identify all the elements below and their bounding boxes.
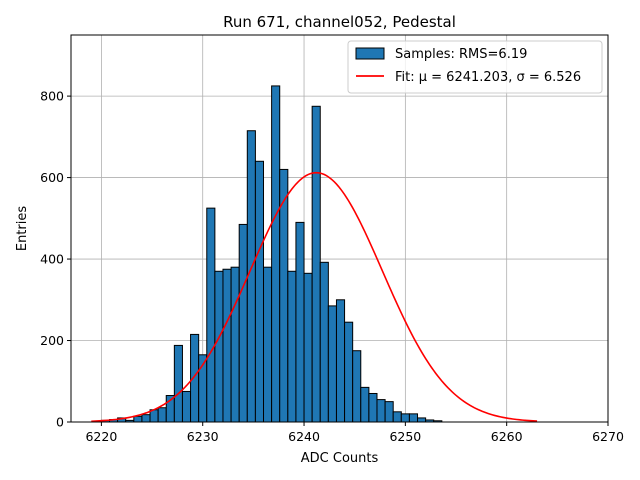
histogram-bar <box>133 415 143 423</box>
histogram-bar <box>181 390 192 423</box>
legend-box <box>347 40 603 94</box>
histogram-bar <box>368 392 378 423</box>
histogram-bar <box>376 399 386 423</box>
histogram-bar <box>230 266 240 423</box>
histogram-bar <box>222 268 232 423</box>
legend-swatch-histogram <box>355 47 385 60</box>
histogram-bar <box>319 261 329 423</box>
histogram-bar <box>157 407 167 423</box>
histogram-bar <box>238 223 248 423</box>
histogram-bar <box>360 386 370 423</box>
fit-curve-group <box>91 171 538 423</box>
histogram-bar <box>254 160 265 423</box>
chart-title: Run 671, channel052, Pedestal <box>223 13 456 31</box>
legend-entry-histogram: Samples: RMS=6.19 <box>395 47 527 62</box>
histogram-bar <box>173 344 183 423</box>
histogram-bar <box>400 413 410 423</box>
histogram-bar <box>344 321 354 423</box>
histogram-bar <box>214 270 224 423</box>
histogram-bar <box>141 414 151 423</box>
histogram-bar <box>335 299 346 423</box>
histogram-bar <box>303 272 313 423</box>
fit-curve <box>91 171 538 423</box>
histogram-bar <box>271 85 281 423</box>
y-tick-label: 800 <box>40 89 64 104</box>
x-tick-label: 6250 <box>389 429 421 444</box>
legend-entry-fit: Fit: μ = 6241.203, σ = 6.526 <box>395 70 581 85</box>
y-tick-label: 400 <box>40 252 64 267</box>
histogram-bar <box>206 207 216 423</box>
axis-ticks: 6220 6230 6240 6250 6260 6270 0 200 400 600 800 <box>40 89 624 444</box>
x-tick-label: 6230 <box>187 429 219 444</box>
x-tick-label: 6270 <box>592 429 624 444</box>
histogram-bar <box>384 401 394 423</box>
histogram-bar <box>287 270 297 423</box>
x-tick-label: 6220 <box>85 429 117 444</box>
histogram-bar <box>352 350 362 423</box>
histogram-bar <box>311 105 321 423</box>
x-tick-label: 6260 <box>491 429 523 444</box>
y-axis-label: Entries <box>15 206 30 252</box>
y-tick-label: 600 <box>40 170 64 185</box>
histogram-bar <box>392 411 402 423</box>
histogram-bar <box>327 305 337 423</box>
histogram-bar <box>408 413 419 423</box>
plot-frame <box>70 34 609 423</box>
histogram-bar <box>263 266 273 423</box>
histogram-bar <box>190 333 200 423</box>
x-axis-label: ADC Counts <box>301 451 379 466</box>
legend: Samples: RMS=6.19 Fit: μ = 6241.203, σ =… <box>347 40 603 94</box>
histogram-bar <box>417 417 427 423</box>
y-tick-label: 0 <box>56 415 64 430</box>
y-tick-label: 200 <box>40 333 64 348</box>
histogram-bar <box>295 221 305 423</box>
x-tick-label: 6240 <box>288 429 320 444</box>
